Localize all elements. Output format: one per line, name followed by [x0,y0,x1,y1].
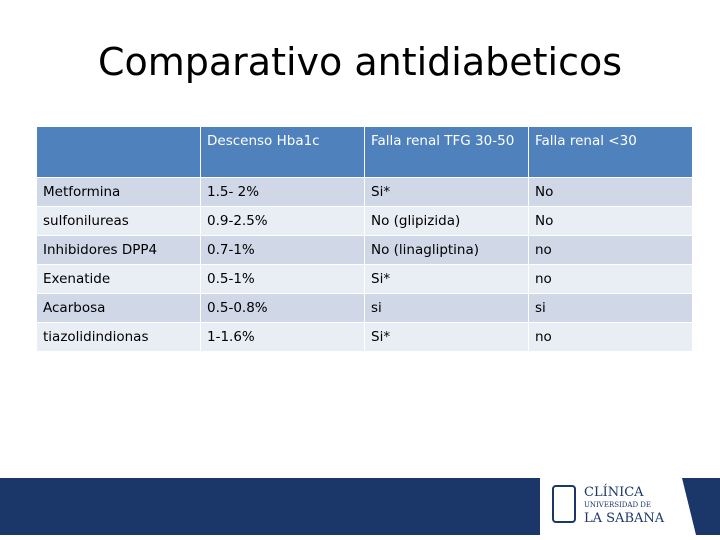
logo-line: UNIVERSIDAD DE [584,501,651,509]
table-cell: 1.5- 2% [200,177,365,207]
logo-line: CLÍNICA [584,484,644,500]
table-row: tiazolidindionas 1-1.6% Si* no [36,322,693,352]
header-cell: Falla renal TFG 30-50 [364,126,529,178]
table-cell: si [364,293,529,323]
table-cell: 0.7-1% [200,235,365,265]
table-cell: 0.5-0.8% [200,293,365,323]
footer-banner: CLÍNICA UNIVERSIDAD DE LA SABANA [0,478,720,535]
slide-title: Comparativo antidiabeticos [97,40,623,84]
table-cell: 0.9-2.5% [200,206,365,236]
table-cell: 1-1.6% [200,322,365,352]
table-cell: no [528,235,693,265]
table-cell: 0.5-1% [200,264,365,294]
row-label: tiazolidindionas [36,322,201,352]
table-cell: No [528,177,693,207]
row-label: Acarbosa [36,293,201,323]
table-cell: no [528,264,693,294]
table-cell: si [528,293,693,323]
table-row: Inhibidores DPP4 0.7-1% No (linagliptina) n… [36,235,693,265]
comparison-table: Descenso Hba1c Falla renal TFG 30-50 Falla… [36,126,693,352]
table-cell: Si* [364,322,529,352]
row-label: Exenatide [36,264,201,294]
table-cell: no [528,322,693,352]
header-cell [36,126,201,178]
table-cell: No (glipizida) [364,206,529,236]
row-label: Metformina [36,177,201,207]
table-cell: Si* [364,264,529,294]
row-label: Inhibidores DPP4 [36,235,201,265]
table-cell: No (linagliptina) [364,235,529,265]
row-label: sulfonilureas [36,206,201,236]
table-row: Acarbosa 0.5-0.8% si si [36,293,693,323]
table-row: Metformina 1.5- 2% Si* No [36,177,693,207]
header-cell: Falla renal <30 [528,126,693,178]
logo-line: LA SABANA [584,511,665,526]
header-row: Descenso Hba1c Falla renal TFG 30-50 Falla… [36,126,693,178]
table-row: Exenatide 0.5-1% Si* no [36,264,693,294]
header-cell: Descenso Hba1c [200,126,365,178]
table-cell: Si* [364,177,529,207]
logo-panel [540,478,696,535]
logo-shield [552,485,576,523]
table-cell: No [528,206,693,236]
table-row: sulfonilureas 0.9-2.5% No (glipizida) No [36,206,693,236]
